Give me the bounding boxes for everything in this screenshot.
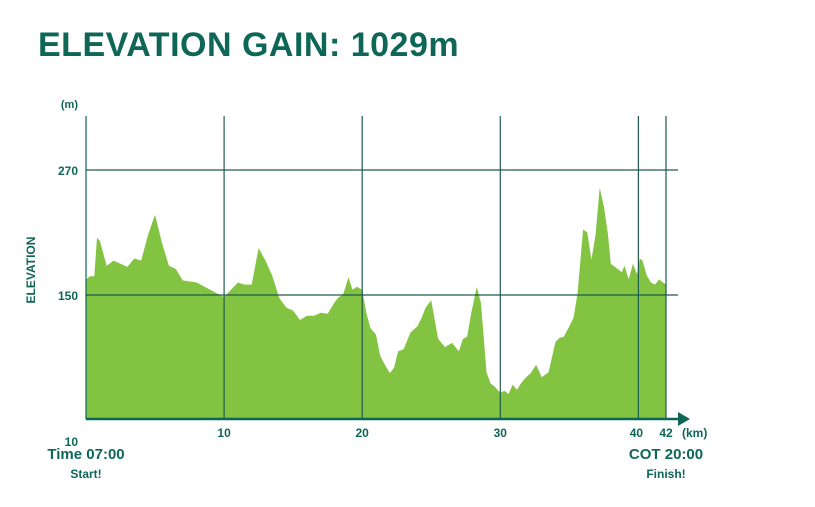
x-axis-arrow-icon xyxy=(678,412,690,426)
x-tick-label-30: 30 xyxy=(494,426,508,440)
start-time: Time 07:00 xyxy=(47,446,125,463)
x-tick-label-42: 42 xyxy=(659,426,673,440)
x-tick-label-20: 20 xyxy=(356,426,370,440)
y-tick-label-10: 10 xyxy=(65,435,79,449)
area-layer xyxy=(86,187,666,419)
axis-layer xyxy=(85,116,690,426)
grid-layer xyxy=(86,116,678,419)
x-tick-label-10: 10 xyxy=(217,426,231,440)
label-layer: 10 20 30 40 42 (km) 10 150 270 (m) ELEVATION xyxy=(24,99,707,449)
chart-title: ELEVATION GAIN: 1029m xyxy=(38,26,460,64)
y-axis-label: ELEVATION xyxy=(24,237,38,304)
finish-info: COT 20:00 Finish! xyxy=(629,446,703,481)
finish-label: Finish! xyxy=(646,467,686,481)
finish-time: COT 20:00 xyxy=(628,446,704,463)
start-label: Start! xyxy=(70,467,102,481)
elevation-area xyxy=(86,187,666,419)
y-tick-label-270: 270 xyxy=(58,164,78,178)
y-unit-label: (m) xyxy=(61,99,78,111)
x-axis-label: (km) xyxy=(682,426,707,440)
y-tick-label-150: 150 xyxy=(58,289,78,303)
start-info: Time 07:00 Start! xyxy=(47,446,124,481)
x-tick-label-40: 40 xyxy=(630,426,644,440)
